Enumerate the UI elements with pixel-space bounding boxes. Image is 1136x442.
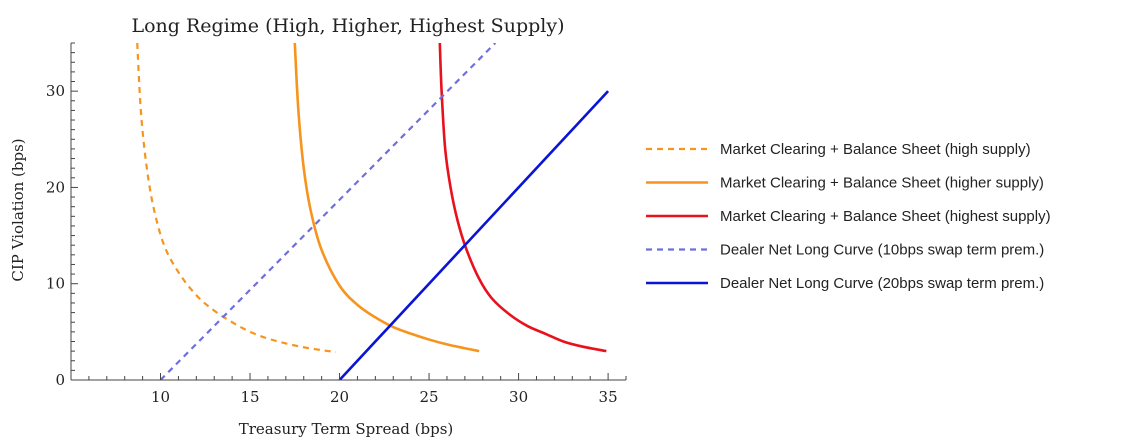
legend-label-1: Market Clearing + Balance Sheet (high su… — [720, 141, 1031, 158]
legend-label-4: Dealer Net Long Curve (10bps swap term p… — [720, 242, 1044, 259]
series-line-4 — [159, 43, 497, 380]
x-axis-title: Treasury Term Spread (bps) — [239, 420, 454, 438]
series-layer — [136, 43, 610, 380]
y-axis-title: CIP Violation (bps) — [9, 138, 27, 281]
y-tick-label: 0 — [55, 371, 65, 389]
x-tick-label: 35 — [599, 388, 618, 406]
series-line-5 — [338, 90, 610, 380]
legend-label-2: Market Clearing + Balance Sheet (higher … — [720, 175, 1044, 192]
x-tick-label: 30 — [509, 388, 528, 406]
legend-label-3: Market Clearing + Balance Sheet (highest… — [720, 208, 1051, 225]
x-tick-label: 20 — [330, 388, 349, 406]
y-tick-label: 30 — [46, 82, 65, 100]
y-tick-label: 20 — [46, 178, 65, 196]
series-line-2 — [293, 43, 480, 353]
series-line-1 — [136, 43, 337, 354]
series-line-3 — [438, 43, 607, 353]
x-tick-label: 10 — [151, 388, 170, 406]
legend-label-5: Dealer Net Long Curve (20bps swap term p… — [720, 275, 1044, 292]
axes: 10 15 20 25 30 35 0 10 20 30 — [46, 42, 627, 406]
x-tick-label: 15 — [240, 388, 259, 406]
chart-title: Long Regime (High, Higher, Highest Suppl… — [131, 15, 564, 37]
x-tick-label: 25 — [420, 388, 439, 406]
y-tick-label: 10 — [46, 275, 65, 293]
plot-area — [136, 43, 610, 380]
legend: Market Clearing + Balance Sheet (high su… — [646, 141, 1051, 292]
